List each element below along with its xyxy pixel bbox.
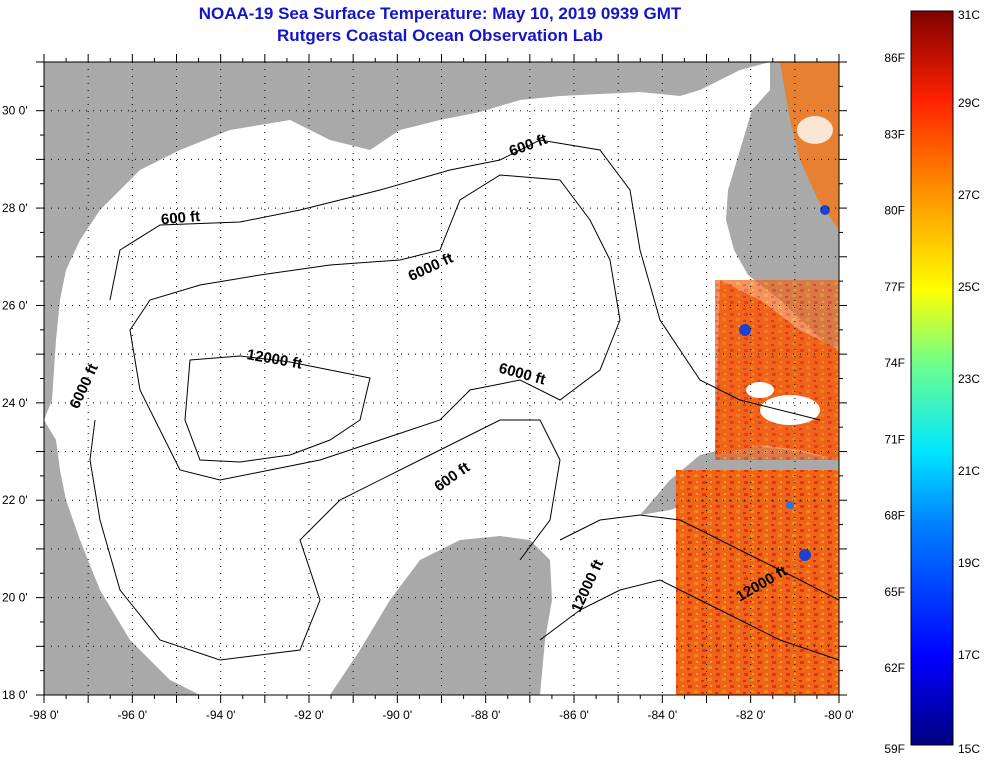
- lat-label: 28 0': [2, 201, 28, 215]
- colorbar-f-label: 86F: [884, 51, 905, 65]
- lat-label: 20 0': [2, 591, 28, 605]
- map-title: NOAA-19 Sea Surface Temperature: May 10,…: [198, 4, 682, 23]
- colorbar-c-label: 29C: [958, 96, 980, 110]
- colorbar-celsius-labels: 31C 29C 27C 25C 23C 21C 19C 17C 15C: [958, 8, 980, 756]
- colorbar-f-label: 74F: [884, 356, 905, 370]
- lon-label: -92 0': [294, 708, 324, 722]
- lon-label: -98 0': [29, 708, 59, 722]
- cold-spot: [786, 501, 794, 509]
- colorbar-fahrenheit-labels: 86F 83F 80F 77F 74F 71F 68F 65F 62F 59F: [884, 51, 905, 756]
- lon-label: -88 0': [471, 708, 501, 722]
- contour-6000ft: [129, 174, 621, 481]
- cloud-patch: [746, 382, 774, 398]
- lat-label: 24 0': [2, 396, 28, 410]
- colorbar-f-label: 65F: [884, 585, 905, 599]
- contour-12000ft: [184, 355, 371, 463]
- colorbar-c-label: 17C: [958, 648, 980, 662]
- cloud-patch: [760, 395, 820, 425]
- contour-caribbean: [539, 514, 839, 661]
- lon-label: -86 0': [559, 708, 589, 722]
- land-us-coast: [44, 62, 839, 420]
- lon-label: -80 0': [824, 708, 854, 722]
- cloud-patch: [797, 116, 833, 144]
- lat-label: 26 0': [2, 298, 28, 312]
- axis-ticks: 30 0' 28 0' 26 0' 24 0' 22 0' 20 0' 18 0'-98 0…: [2, 54, 854, 722]
- cold-spot: [820, 205, 830, 215]
- colorbar-c-label: 27C: [958, 188, 980, 202]
- colorbar-c-label: 31C: [958, 8, 980, 22]
- colorbar-c-label: 25C: [958, 280, 980, 294]
- colorbar-f-label: 62F: [884, 661, 905, 675]
- colorbar-f-label: 77F: [884, 280, 905, 294]
- lat-label: 30 0': [2, 104, 28, 118]
- lat-label: 22 0': [2, 493, 28, 507]
- colorbar-f-label: 83F: [884, 127, 905, 141]
- contour-600ft: [89, 139, 821, 661]
- colorbar-f-label: 80F: [884, 204, 905, 218]
- graticule: [44, 62, 839, 695]
- cold-spot: [799, 549, 811, 561]
- lon-label: -90 0': [383, 708, 413, 722]
- lon-label: -96 0': [118, 708, 148, 722]
- colorbar-c-label: 23C: [958, 372, 980, 386]
- sst-swath-florida-texture: [715, 280, 839, 460]
- land-mexico: [44, 420, 200, 695]
- lat-label: 18 0': [2, 688, 28, 702]
- map-subtitle: Rutgers Coastal Ocean Observation Lab: [277, 26, 603, 45]
- colorbar-c-label: 21C: [958, 464, 980, 478]
- colorbar-f-label: 59F: [884, 742, 905, 756]
- colorbar-f-label: 71F: [884, 432, 905, 446]
- sst-swath-south: [676, 470, 839, 695]
- colorbar-c-label: 19C: [958, 556, 980, 570]
- cold-spot: [739, 324, 751, 336]
- colorbar-f-label: 68F: [884, 509, 905, 523]
- colorbar: [910, 10, 954, 746]
- lon-label: -94 0': [206, 708, 236, 722]
- lon-label: -84 0': [648, 708, 678, 722]
- lon-label: -82 0': [736, 708, 766, 722]
- contour-label: 600 ft: [160, 208, 201, 228]
- colorbar-c-label: 15C: [958, 742, 980, 756]
